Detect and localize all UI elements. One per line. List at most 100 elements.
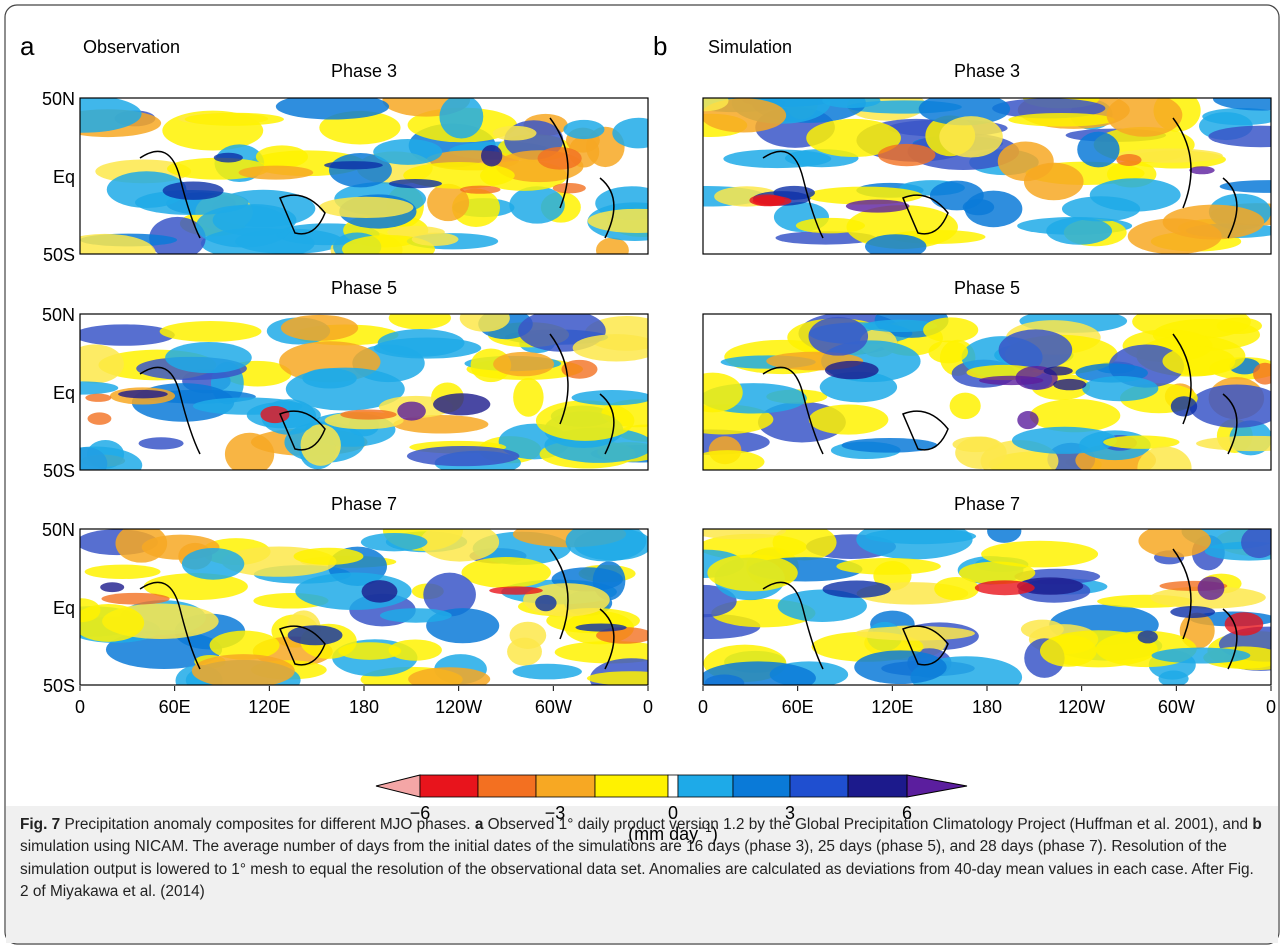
precip-blob [300, 424, 341, 466]
precip-blob [571, 390, 648, 406]
precip-blob [80, 603, 145, 642]
precip-core [459, 185, 501, 194]
x-label: 0 [643, 697, 653, 717]
colorbar-tick-label: 6 [902, 803, 912, 823]
caption-background [6, 806, 1278, 943]
caption-text: simulation using NICAM. The average numb… [20, 838, 1254, 901]
precip-blob [1061, 196, 1141, 222]
colorbar-segment [789, 774, 849, 798]
precip-blob [1162, 346, 1236, 376]
precip-blob [134, 190, 249, 216]
precip-blob [80, 98, 142, 133]
precip-blob [841, 438, 938, 453]
precip-blob [703, 529, 786, 540]
precip-core [213, 152, 243, 163]
precip-core [100, 582, 125, 593]
colorbar-segment [847, 774, 908, 798]
precip-blob [255, 145, 309, 169]
precip-blob [143, 573, 248, 601]
precip-blob [80, 233, 156, 254]
precip-core [1116, 153, 1142, 166]
precip-blob [80, 446, 143, 470]
precip-blob [819, 371, 898, 403]
colorbar-tick-label: −3 [545, 803, 566, 823]
precip-blob [808, 404, 889, 435]
precip-blob [1029, 398, 1121, 433]
map-border [702, 97, 1272, 255]
caption-text: Observed 1° daily product version 1.2 by… [483, 816, 1253, 833]
precip-core [101, 592, 170, 605]
x-label: 120W [1058, 697, 1105, 717]
precip-blob [805, 186, 923, 205]
precip-blob [427, 183, 470, 222]
colorbar-tick-label: 3 [785, 803, 795, 823]
precip-blob [1106, 98, 1183, 137]
precip-blob [285, 367, 405, 411]
caption-label: Fig. 7 [20, 816, 61, 833]
coastline [139, 117, 615, 239]
precip-core [340, 409, 397, 420]
x-label: 180 [972, 697, 1002, 717]
y-label: 50N [42, 89, 75, 109]
map-border [79, 313, 649, 471]
precip-blob [408, 667, 491, 685]
map [80, 529, 648, 685]
precip-blob [928, 340, 969, 364]
precip-core [749, 194, 785, 207]
colorbar-tick-label: 0 [668, 803, 678, 823]
precip-blob [1046, 217, 1113, 245]
map-border [79, 97, 649, 255]
precip-core [481, 144, 503, 167]
colorbar-segment [477, 774, 537, 798]
precip-core [1016, 577, 1084, 595]
precip-core [845, 199, 910, 213]
precip-blob [808, 316, 869, 356]
y-label: 50N [42, 520, 75, 540]
precip-blob [955, 436, 1007, 470]
precip-blob [1138, 529, 1211, 558]
panel-title: Simulation [708, 37, 792, 57]
y-label: 50S [43, 461, 75, 481]
x-label: 0 [75, 697, 85, 717]
precip-blob [360, 532, 428, 552]
precip-blob [703, 98, 729, 112]
precip-blob [191, 654, 295, 685]
precip-blob [836, 557, 941, 575]
precip-core [85, 393, 112, 402]
y-label: Eq [53, 383, 75, 403]
precip-core [489, 586, 543, 595]
precip-blob [149, 216, 206, 254]
precip-blob [159, 321, 262, 342]
precip-blob [512, 663, 582, 680]
coastline [139, 548, 615, 670]
map [80, 314, 648, 470]
precip-core [162, 181, 224, 200]
map [80, 98, 648, 254]
precip-blob [1077, 131, 1120, 168]
precip-blob [1212, 98, 1271, 111]
coastline [139, 333, 615, 455]
precip-blob [865, 529, 977, 545]
caption: Fig. 7 Precipitation anomaly composites … [20, 814, 1265, 904]
x-label: 0 [1266, 697, 1276, 717]
precip-blob [80, 344, 124, 384]
x-label: 120E [248, 697, 290, 717]
map [703, 529, 1271, 685]
coastline [762, 117, 1238, 239]
precip-blob [703, 450, 765, 470]
precip-blob [822, 98, 881, 109]
map [703, 98, 1271, 254]
colorbar-end [906, 774, 968, 798]
precip-blob [388, 314, 452, 330]
phase-title: Phase 7 [331, 494, 397, 514]
precip-blob [535, 400, 635, 441]
precip-blob [420, 529, 500, 562]
precip-blob [862, 319, 938, 333]
precip-blob [373, 138, 443, 165]
y-label: Eq [53, 598, 75, 618]
precip-blob [929, 180, 984, 211]
precip-blob [987, 529, 1022, 543]
precip-blob [981, 540, 1099, 568]
unit-text: (mm day [628, 824, 698, 844]
precip-core [388, 179, 442, 189]
